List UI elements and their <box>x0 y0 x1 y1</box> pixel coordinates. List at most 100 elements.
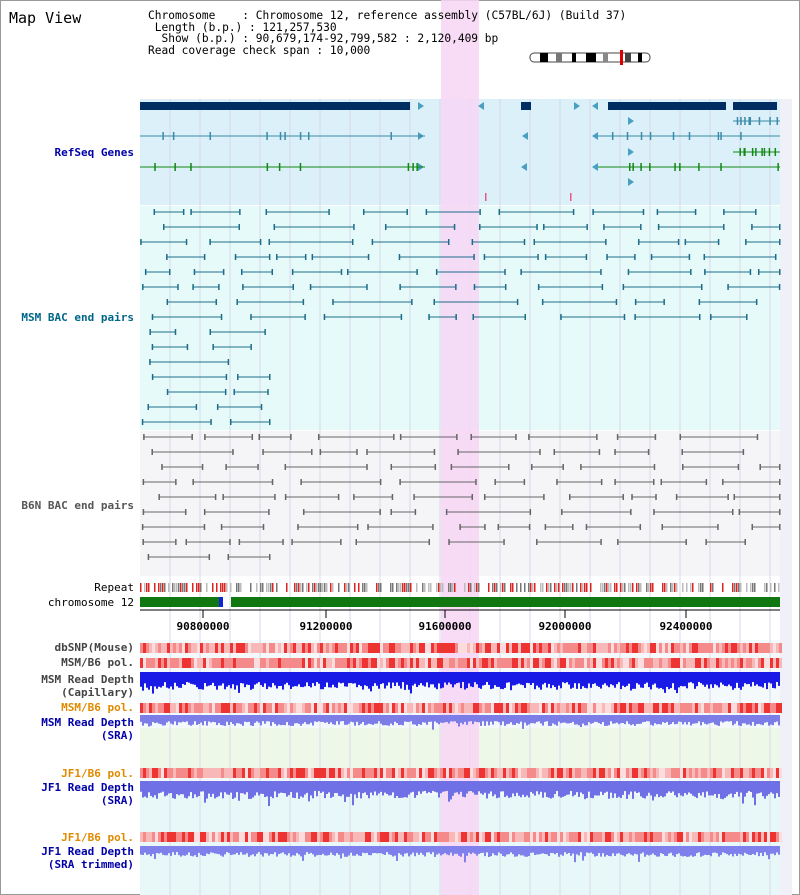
read-depth-bar <box>244 846 246 855</box>
polymorphism-band <box>554 658 557 668</box>
polymorphism-band <box>602 658 605 668</box>
bac-end <box>614 449 616 455</box>
read-depth-bar <box>426 715 428 725</box>
ideogram-band <box>586 53 596 62</box>
read-depth-bar <box>276 781 278 798</box>
read-depth-bar <box>388 715 390 726</box>
read-depth-bar <box>592 672 594 685</box>
read-depth-bar <box>306 781 308 793</box>
polymorphism-band <box>644 832 647 842</box>
polymorphism-band <box>557 643 560 653</box>
polymorphism-band <box>584 768 587 778</box>
read-depth-bar <box>250 846 252 856</box>
polymorphism-band <box>266 703 269 713</box>
polymorphism-band <box>686 768 689 778</box>
read-depth-bar <box>452 846 454 856</box>
read-depth-bar <box>244 781 246 795</box>
read-depth-bar <box>674 715 676 725</box>
repeat-segment <box>180 583 182 592</box>
bac-end <box>470 434 472 440</box>
bac-end <box>447 239 450 245</box>
polymorphism-band <box>755 832 758 842</box>
read-depth-bar <box>660 672 662 688</box>
read-depth-bar <box>478 715 480 723</box>
bac-end <box>479 209 481 215</box>
polymorphism-band <box>716 643 719 653</box>
polymorphism-band <box>719 703 722 713</box>
read-depth-bar <box>706 846 708 856</box>
read-depth-bar <box>520 846 522 856</box>
read-depth-bar <box>608 672 610 688</box>
track-label-b6n-bac[interactable]: B6N BAC end pairs <box>21 499 134 512</box>
read-depth-bar <box>538 781 540 795</box>
read-depth-bar <box>638 781 640 793</box>
polymorphism-band <box>599 832 602 842</box>
polymorphism-band <box>638 832 641 842</box>
read-depth-bar <box>588 672 590 684</box>
bac-end <box>367 254 370 260</box>
repeat-segment <box>556 583 558 592</box>
track-label-refseq[interactable]: RefSeq Genes <box>54 146 134 159</box>
bac-end <box>727 494 729 500</box>
polymorphism-band <box>455 832 458 842</box>
bac-end <box>600 539 602 545</box>
polymorphism-band <box>716 658 719 668</box>
read-depth-bar <box>648 846 650 856</box>
read-depth-bar <box>340 846 342 859</box>
polymorphism-band <box>593 832 596 842</box>
read-depth-bar <box>336 781 338 794</box>
read-depth-bar <box>154 672 156 687</box>
read-depth-bar <box>342 846 344 854</box>
bac-end <box>265 209 268 215</box>
read-depth-bar <box>412 781 414 792</box>
read-depth-bar <box>606 715 608 726</box>
read-depth-bar <box>428 846 430 853</box>
polymorphism-band <box>248 832 251 842</box>
read-depth-bar <box>668 846 670 854</box>
polymorphism-band <box>776 768 779 778</box>
read-depth-bar <box>476 781 478 795</box>
polymorphism-band <box>215 832 218 842</box>
read-depth-bar <box>206 846 208 854</box>
read-depth-bar <box>394 672 396 686</box>
repeat-segment <box>430 583 432 592</box>
polymorphism-band <box>500 832 503 842</box>
exon <box>776 117 779 125</box>
polymorphism-band <box>215 703 218 713</box>
gene-arrow <box>522 132 528 140</box>
bac-end <box>328 209 330 215</box>
read-depth-bar <box>254 715 256 723</box>
read-depth-bar <box>614 672 616 688</box>
gene-arrow <box>628 117 634 125</box>
read-depth-bar <box>496 715 498 722</box>
bac-end <box>600 479 603 485</box>
bac-end <box>229 419 232 425</box>
bac-end <box>642 209 645 215</box>
polymorphism-band <box>299 768 302 778</box>
read-depth-bar <box>286 672 288 683</box>
polymorphism-band <box>740 832 743 842</box>
read-depth-bar <box>384 672 386 689</box>
polymorphism-band <box>368 658 371 668</box>
polymorphism-band <box>341 832 344 842</box>
polymorphism-band <box>242 643 245 653</box>
read-depth-bar <box>490 846 492 857</box>
track-label-msm-bac[interactable]: MSM BAC end pairs <box>21 311 134 324</box>
read-depth-bar <box>236 672 238 686</box>
read-depth-bar <box>600 781 602 792</box>
polymorphism-band <box>356 832 359 842</box>
read-depth-bar <box>726 672 728 687</box>
polymorphism-band <box>626 832 629 842</box>
read-depth-bar <box>660 846 662 854</box>
polymorphism-band <box>776 643 779 653</box>
read-depth-bar <box>174 672 176 683</box>
read-depth-bar <box>204 715 206 722</box>
polymorphism-band <box>146 643 149 653</box>
bac-end <box>445 509 448 515</box>
polymorphism-band <box>482 658 485 668</box>
bac-end <box>631 494 633 500</box>
read-depth-bar <box>434 846 436 857</box>
polymorphism-band <box>572 658 575 668</box>
polymorphism-band <box>503 832 506 842</box>
